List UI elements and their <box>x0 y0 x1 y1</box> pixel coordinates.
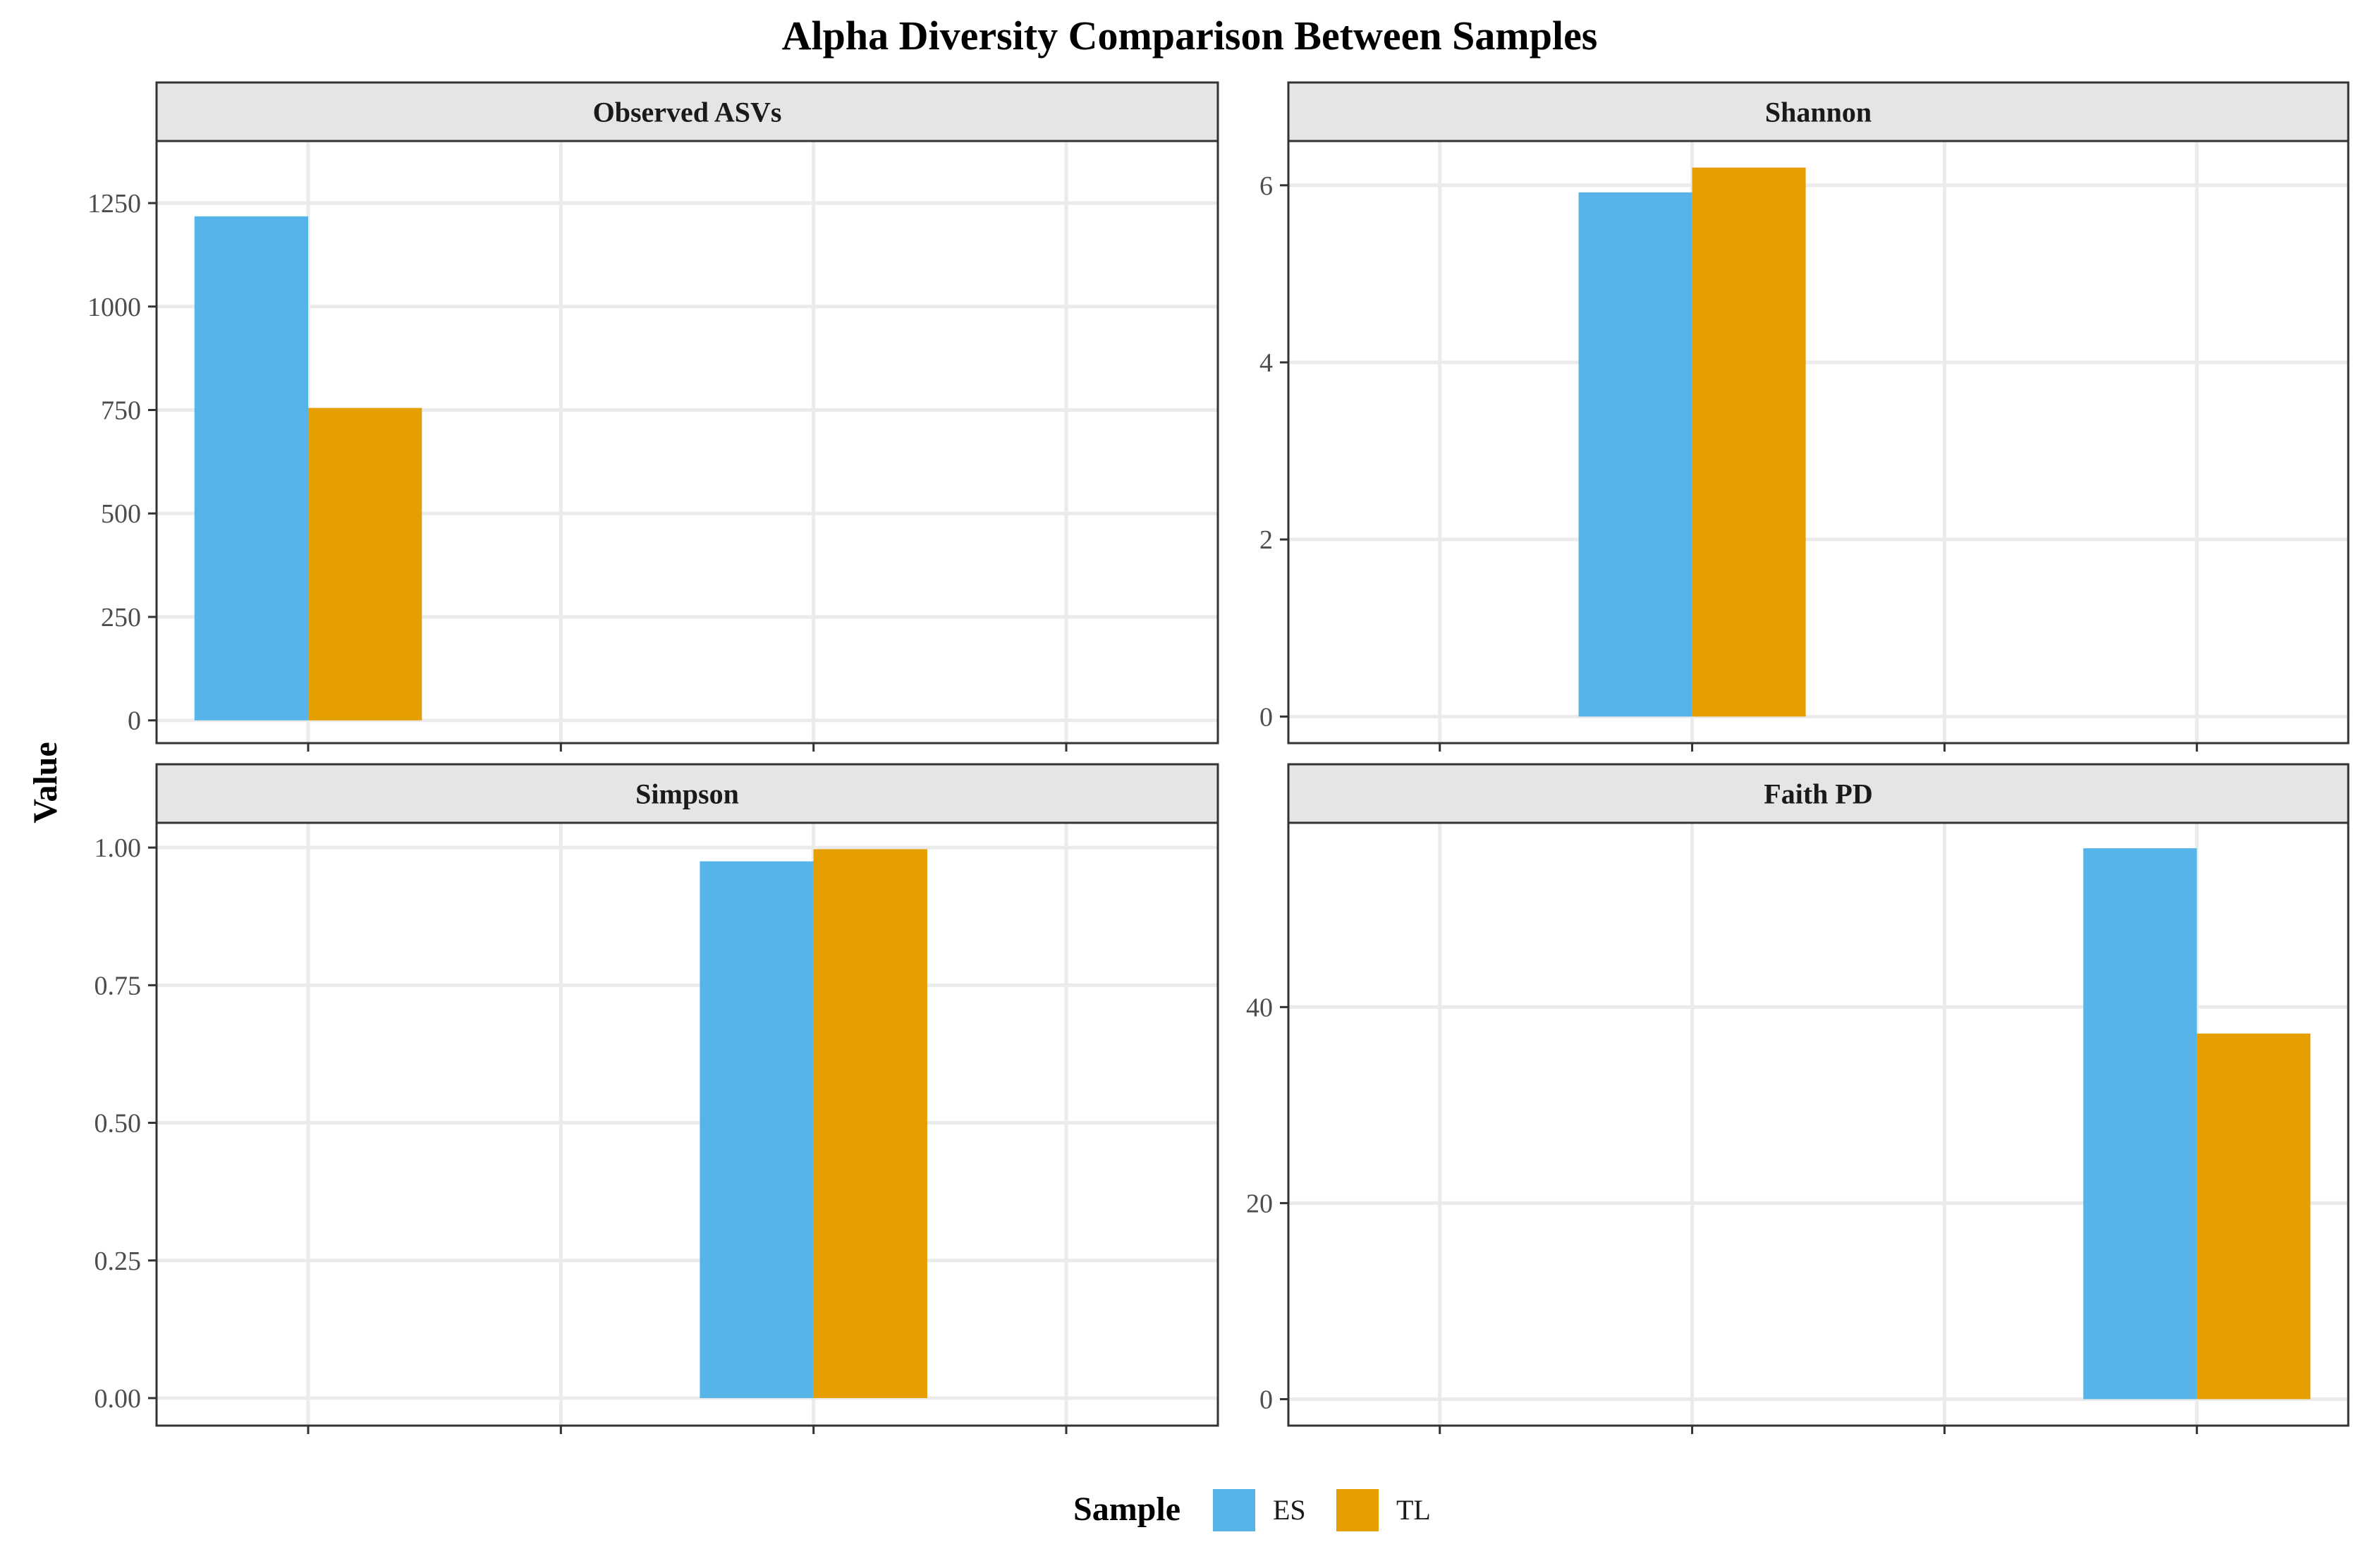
legend-title: Sample <box>1073 1490 1180 1528</box>
facet-strip <box>1287 763 2350 824</box>
y-tick-label: 40 <box>1246 993 1273 1022</box>
facet-strip-label: Simpson <box>635 778 739 810</box>
y-axis-title: Value <box>27 742 64 824</box>
y-tick-label: 4 <box>1259 348 1273 378</box>
y-tick-label: 750 <box>101 396 141 426</box>
facet-strip <box>155 763 1219 824</box>
y-tick-label: 1.00 <box>94 833 142 863</box>
chart-title: Alpha Diversity Comparison Between Sampl… <box>782 13 1598 59</box>
y-tick-label: 0 <box>1259 702 1273 732</box>
bar-faith-pd-tl <box>2197 1033 2311 1400</box>
bar-shannon-es <box>1578 192 1692 717</box>
legend-label-es: ES <box>1273 1494 1306 1526</box>
bar-faith-pd-es <box>2083 848 2197 1400</box>
bar-shannon-tl <box>1692 167 1806 717</box>
y-tick-label: 0.00 <box>94 1384 142 1414</box>
y-tick-label: 20 <box>1246 1189 1273 1218</box>
y-tick-label: 0.50 <box>94 1109 142 1139</box>
y-tick-label: 2 <box>1259 525 1273 555</box>
y-tick-label: 1000 <box>87 293 141 322</box>
legend-label-tl: TL <box>1396 1494 1431 1526</box>
legend-key-es <box>1213 1489 1255 1531</box>
bar-observed-asvs-tl <box>308 408 422 721</box>
panel-observed-asvs: 0 250 500 750 1000 1250 Observed ASVs <box>87 81 1219 752</box>
legend-key-tl <box>1336 1489 1379 1531</box>
bar-observed-asvs-es <box>194 216 308 721</box>
y-tick-label: 0 <box>128 706 141 736</box>
y-tick-label: 0 <box>1259 1385 1273 1414</box>
bar-simpson-es <box>700 861 814 1398</box>
y-tick-label: 250 <box>101 603 141 632</box>
y-tick-label: 1250 <box>87 189 141 219</box>
y-tick-label: 6 <box>1259 171 1273 201</box>
facet-strip-label: Observed ASVs <box>593 97 782 128</box>
y-tick-label: 0.75 <box>94 971 142 1000</box>
facet-strip-label: Faith PD <box>1764 778 1872 810</box>
legend: Sample ES TL <box>1073 1489 1431 1531</box>
panel-faith-pd: 0 20 40 Faith PD <box>1246 763 2350 1434</box>
panel-shannon: 0 2 4 6 Shannon <box>1259 81 2350 752</box>
panel-simpson: 0.00 0.25 0.50 0.75 1.00 Simpson <box>94 763 1219 1434</box>
facet-strip <box>155 81 1219 142</box>
y-tick-label: 500 <box>101 499 141 529</box>
y-tick-label: 0.25 <box>94 1247 142 1276</box>
panel-border <box>1287 140 2350 745</box>
bar-simpson-tl <box>813 849 927 1398</box>
facet-strip <box>1287 81 2350 142</box>
facet-strip-label: Shannon <box>1765 97 1872 128</box>
facet-panels: 0 250 500 750 1000 1250 Observed ASVs 0 2 4 6 Shann… <box>87 81 2350 1434</box>
